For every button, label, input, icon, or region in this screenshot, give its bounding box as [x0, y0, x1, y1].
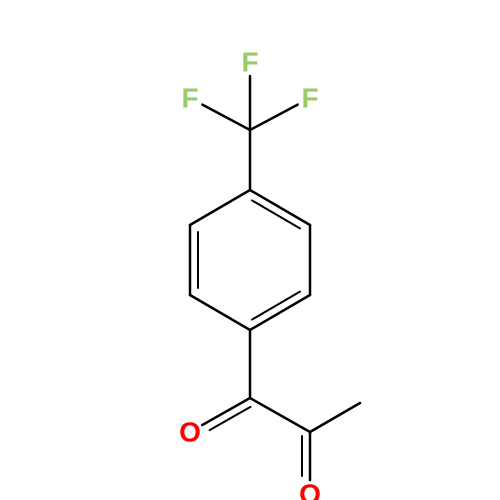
bond — [190, 190, 250, 225]
atom-O: O — [179, 417, 201, 448]
bond — [310, 403, 360, 432]
atom-F: F — [181, 83, 198, 114]
bond — [250, 398, 310, 432]
atom-F: F — [301, 83, 318, 114]
bond — [202, 105, 250, 130]
bond — [250, 190, 310, 225]
atom-O: O — [299, 479, 321, 500]
bond — [250, 295, 310, 330]
molecule-diagram: F F F O O — [0, 0, 500, 500]
bond — [250, 105, 298, 130]
bond — [190, 295, 250, 330]
atom-F: F — [241, 47, 258, 78]
